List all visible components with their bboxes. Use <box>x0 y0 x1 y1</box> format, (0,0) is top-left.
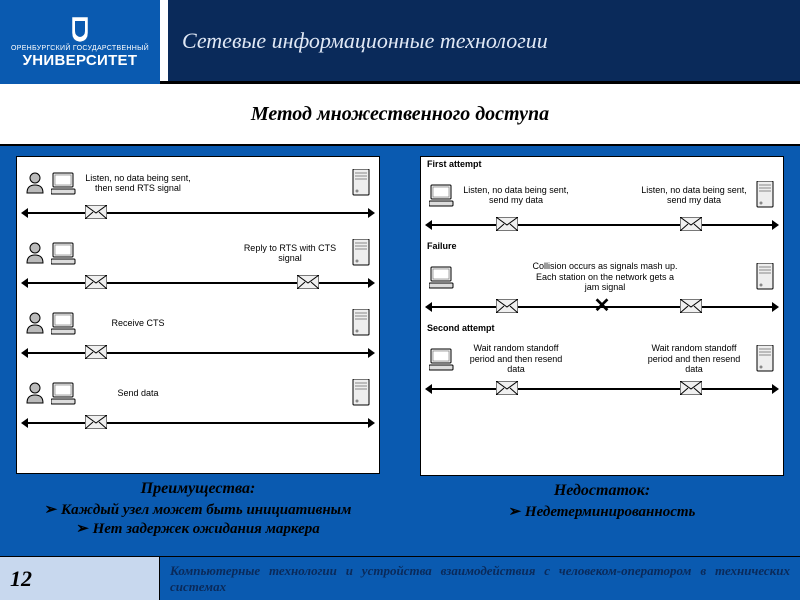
network-wire <box>21 415 375 431</box>
bullet-item: Каждый узел может быть инициативным <box>45 500 352 519</box>
page-title: Сетевые информационные технологии <box>160 0 800 81</box>
logo-title: УНИВЕРСИТЕТ <box>23 52 138 69</box>
section-label-right: Wait random standoff period and then res… <box>639 343 749 374</box>
footer: 12 Компьютерные технологии и устройства … <box>0 556 800 600</box>
network-wire <box>21 275 375 291</box>
pc-icon <box>51 381 77 405</box>
content-area: Listen, no data being sent, then send RT… <box>0 146 800 556</box>
section-label: Collision occurs as signals mash up. Eac… <box>530 261 680 292</box>
section-title: Failure <box>421 239 783 251</box>
network-wire <box>425 217 779 233</box>
section-0: Listen, no data being sent, send my data… <box>421 169 783 239</box>
section-label-right: Listen, no data being sent, send my data <box>639 185 749 206</box>
strip-2: Receive CTS <box>17 297 379 367</box>
pc-icon <box>429 347 455 371</box>
disadvantage-caption: Недостаток: <box>554 482 650 500</box>
bullet-item: Недетерминированность <box>509 502 696 521</box>
advantages-caption: Преимущества: <box>141 480 256 498</box>
user-icon <box>25 381 45 405</box>
section-title: First attempt <box>421 157 783 169</box>
footer-text: Компьютерные технологии и устройства вза… <box>160 557 800 600</box>
user-icon <box>25 171 45 195</box>
server-icon <box>755 345 775 373</box>
shield-icon <box>70 15 90 43</box>
logo-subtitle: ОРЕНБУРГСКИЙ ГОСУДАРСТВЕННЫЙ <box>11 45 149 52</box>
section-1: Collision occurs as signals mash up. Eac… <box>421 251 783 321</box>
advantages-list: Каждый узел может быть инициативнымНет з… <box>45 500 352 538</box>
pc-icon <box>51 171 77 195</box>
rts-cts-diagram: Listen, no data being sent, then send RT… <box>16 156 380 474</box>
bullet-item: Нет задержек ожидания маркера <box>45 519 352 538</box>
network-wire <box>21 205 375 221</box>
network-wire <box>425 381 779 397</box>
strip-label: Receive CTS <box>83 318 193 328</box>
server-icon <box>351 379 371 407</box>
server-icon <box>351 169 371 197</box>
pc-icon <box>51 311 77 335</box>
right-column: First attempt Listen, no data being sent… <box>420 156 784 552</box>
server-icon <box>351 309 371 337</box>
page-number: 12 <box>0 557 160 600</box>
pc-icon <box>429 265 455 289</box>
network-wire: ✕ <box>425 299 779 315</box>
left-column: Listen, no data being sent, then send RT… <box>16 156 380 552</box>
strip-1: Reply to RTS with CTS signal <box>17 227 379 297</box>
pc-icon <box>429 183 455 207</box>
strip-0: Listen, no data being sent, then send RT… <box>17 157 379 227</box>
network-wire <box>21 345 375 361</box>
section-2: Wait random standoff period and then res… <box>421 333 783 403</box>
section-label-left: Listen, no data being sent, send my data <box>461 185 571 206</box>
server-icon <box>755 181 775 209</box>
section-label-left: Wait random standoff period and then res… <box>461 343 571 374</box>
user-icon <box>25 311 45 335</box>
collision-icon: ✕ <box>594 293 611 318</box>
subtitle: Метод множественного доступа <box>0 84 800 146</box>
server-icon <box>351 239 371 267</box>
strip-label: Listen, no data being sent, then send RT… <box>83 173 193 194</box>
section-title: Second attempt <box>421 321 783 333</box>
strip-3: Send data <box>17 367 379 437</box>
server-icon <box>755 263 775 291</box>
university-logo: ОРЕНБУРГСКИЙ ГОСУДАРСТВЕННЫЙ УНИВЕРСИТЕТ <box>0 0 160 84</box>
strip-label: Reply to RTS with CTS signal <box>235 243 345 264</box>
csma-collision-diagram: First attempt Listen, no data being sent… <box>420 156 784 476</box>
pc-icon <box>51 241 77 265</box>
strip-label: Send data <box>83 388 193 398</box>
header: ОРЕНБУРГСКИЙ ГОСУДАРСТВЕННЫЙ УНИВЕРСИТЕТ… <box>0 0 800 84</box>
disadvantage-list: Недетерминированность <box>509 502 696 521</box>
user-icon <box>25 241 45 265</box>
